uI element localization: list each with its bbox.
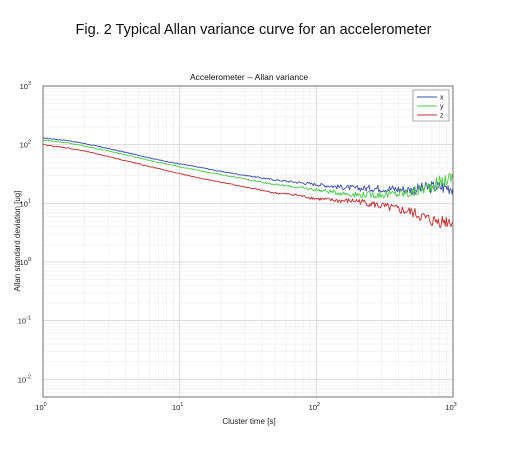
- figure-caption: Fig. 2 Typical Allan variance curve for …: [75, 22, 432, 38]
- y-tick-label: 100: [20, 257, 31, 267]
- plot-area: [43, 86, 453, 397]
- plot-frame: [42, 85, 454, 398]
- y-tick-label: 103: [20, 81, 31, 91]
- chart-title: Accelerometer -- Allan variance: [190, 72, 308, 82]
- y-tick-label: 102: [20, 140, 31, 150]
- x-tick-label: 102: [309, 402, 320, 412]
- x-tick-label: 100: [35, 402, 46, 412]
- y-tick-label: 101: [20, 198, 31, 208]
- x-axis-label: Cluster time [s]: [222, 417, 275, 426]
- legend-label-x: x: [440, 95, 444, 102]
- legend-label-y: y: [440, 104, 444, 111]
- series-line-y: [42, 139, 454, 199]
- series-line-x: [42, 137, 454, 196]
- y-tick-label: 10-1: [18, 316, 31, 326]
- series-line-z: [42, 143, 454, 229]
- x-tick-label: 101: [172, 402, 183, 412]
- y-tick-label: 10-2: [18, 374, 31, 384]
- y-axis-label: Allan standard deviation [ug]: [13, 191, 22, 292]
- x-tick-label: 103: [445, 402, 456, 412]
- legend: xyz: [412, 89, 450, 122]
- legend-label-z: z: [440, 113, 444, 120]
